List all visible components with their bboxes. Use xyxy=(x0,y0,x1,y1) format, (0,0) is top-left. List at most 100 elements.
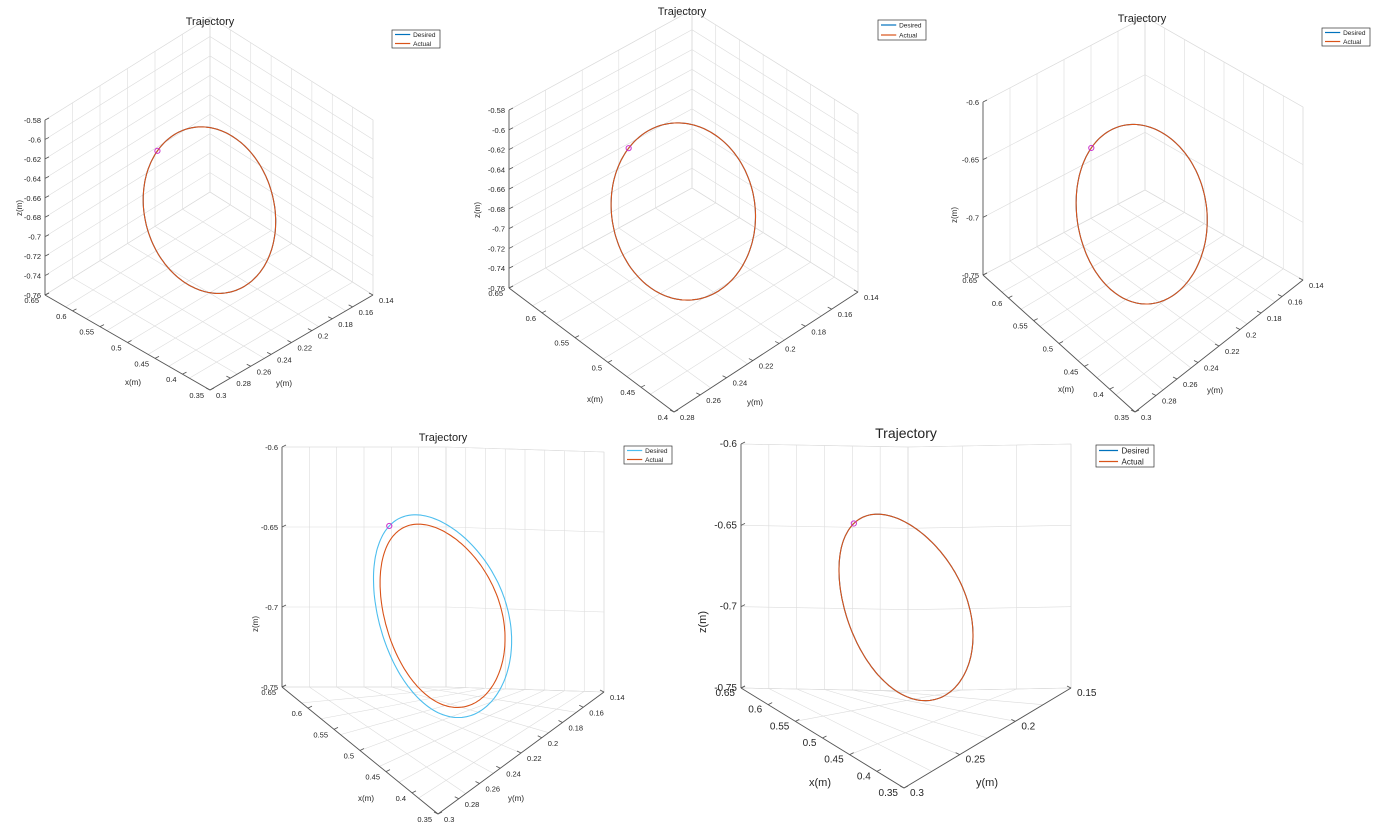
y-tick-mark xyxy=(955,752,960,756)
grid xyxy=(982,16,1304,413)
gridline-z xyxy=(508,9,859,115)
x-tick-label: 0.35 xyxy=(417,815,432,824)
z-tick-label: -0.7 xyxy=(492,225,505,234)
x-tick-label: 0.55 xyxy=(1013,322,1028,331)
z-tick-mark xyxy=(44,273,50,276)
gridline-x xyxy=(880,690,1044,705)
axes: 0.35 0.4 0.45 0.5 0.55 0.6 0.65 0.3 0.28 0.26 0.24… xyxy=(261,443,625,824)
z-tick-mark xyxy=(281,684,287,688)
grid xyxy=(739,443,1073,789)
z-tick-label: -0.66 xyxy=(488,185,505,194)
gridline-x xyxy=(1009,260,1164,391)
chart-svg: 0.35 0.4 0.45 0.5 0.55 0.6 0.65 0.3 0.28 0.26 0.24… xyxy=(950,13,1371,422)
legend: Desired Actual xyxy=(623,445,673,465)
y-tick-label: 0.28 xyxy=(1162,397,1177,406)
gridline-z xyxy=(508,108,859,214)
y-tick-label: 0.28 xyxy=(465,800,480,809)
gridline-x xyxy=(796,688,960,755)
y-tick-mark xyxy=(1066,685,1072,689)
y-tick-mark xyxy=(1235,327,1241,330)
x-tick-mark xyxy=(1008,295,1013,299)
y-axis-label: y(m) xyxy=(508,794,524,803)
z-tick-label: -0.6 xyxy=(720,439,738,450)
x-tick-label: 0.45 xyxy=(365,773,380,782)
y-tick-mark xyxy=(1011,718,1016,722)
y-tick-label: 0.3 xyxy=(910,788,924,799)
gridline-z xyxy=(44,172,374,276)
gridline-x xyxy=(1063,232,1220,347)
z-tick-mark xyxy=(281,604,287,608)
z-tick-label: -0.75 xyxy=(962,271,979,280)
floor-plane xyxy=(44,191,374,391)
z-tick-mark xyxy=(44,156,50,160)
trajectory-plot-2: 0.4 0.45 0.5 0.55 0.6 0.65 0.28 0.26 0.24 0.22 0.2… xyxy=(462,0,932,422)
x-tick-label: 0.35 xyxy=(879,788,899,799)
gridline-y xyxy=(626,262,811,377)
z-tick-label: -0.65 xyxy=(714,520,737,531)
y-tick-label: 0.22 xyxy=(527,754,542,763)
y-axis-line xyxy=(903,687,1072,789)
x-axis-label: x(m) xyxy=(1058,385,1074,394)
y-tick-mark xyxy=(827,306,832,310)
x-tick-mark xyxy=(673,409,679,413)
x-tick-label: 0.5 xyxy=(344,752,354,761)
legend: Desired Actual xyxy=(877,19,927,41)
x-tick-label: 0.55 xyxy=(554,339,569,348)
gridline-z xyxy=(740,443,1072,448)
x-tick-label: 0.65 xyxy=(261,688,276,697)
y-tick-label: 0.2 xyxy=(548,739,558,748)
series-line-desired xyxy=(838,513,974,702)
x-tick-mark xyxy=(437,811,443,815)
z-tick-mark xyxy=(44,117,50,121)
x-tick-mark xyxy=(359,748,365,751)
z-tick-mark xyxy=(982,99,988,103)
y-tick-label: 0.18 xyxy=(338,320,353,329)
x-tick-label: 0.4 xyxy=(857,771,871,782)
x-tick-mark xyxy=(1058,341,1064,344)
series-line-actual xyxy=(838,513,974,702)
x-tick-label: 0.65 xyxy=(716,688,736,699)
y-tick-mark xyxy=(696,392,701,396)
y-tick-mark xyxy=(899,785,905,789)
y-tick-mark xyxy=(246,363,251,367)
x-tick-label: 0.45 xyxy=(134,359,149,368)
x-tick-mark xyxy=(1109,386,1114,390)
y-tick-label: 0.3 xyxy=(1141,413,1151,422)
gridline-z xyxy=(282,446,605,453)
legend-label: Desired xyxy=(645,448,668,455)
gridline-x xyxy=(309,686,466,794)
x-tick-mark xyxy=(574,335,580,338)
legend-label: Actual xyxy=(1343,39,1362,46)
gridline-x xyxy=(391,686,549,733)
gridline-y xyxy=(650,276,835,395)
z-axis-label: z(m) xyxy=(697,611,709,633)
x-tick-mark xyxy=(385,769,391,773)
gridline-z xyxy=(44,191,374,296)
gridline-x xyxy=(154,226,319,327)
y-tick-label: 0.14 xyxy=(1309,281,1324,290)
gridline-x xyxy=(582,247,748,365)
x-tick-mark xyxy=(1084,363,1089,367)
y-tick-mark xyxy=(579,704,584,708)
y-tick-mark xyxy=(1277,294,1283,297)
x-tick-mark xyxy=(127,340,132,343)
y-tick-mark xyxy=(599,689,605,693)
y-tick-label: 0.15 xyxy=(1077,688,1097,699)
x-tick-mark xyxy=(822,735,827,739)
chart-title: Trajectory xyxy=(1118,13,1167,25)
x-tick-mark xyxy=(541,310,547,314)
x-tick-label: 0.55 xyxy=(313,730,328,739)
x-tick-label: 0.65 xyxy=(962,276,977,285)
y-tick-label: 0.16 xyxy=(838,310,853,319)
grid xyxy=(281,446,605,815)
x-tick-mark xyxy=(795,718,800,722)
x-tick-label: 0.5 xyxy=(111,344,121,353)
gridline-z xyxy=(508,49,859,154)
z-tick-mark xyxy=(44,175,50,179)
y-tick-mark xyxy=(454,796,459,800)
y-tick-mark xyxy=(205,387,211,391)
x-tick-mark xyxy=(1033,318,1038,322)
z-tick-mark xyxy=(740,685,746,689)
axes: 0.35 0.4 0.45 0.5 0.55 0.6 0.65 0.3 0.28 0.26 0.24… xyxy=(24,116,394,400)
z-tick-mark xyxy=(44,292,50,296)
